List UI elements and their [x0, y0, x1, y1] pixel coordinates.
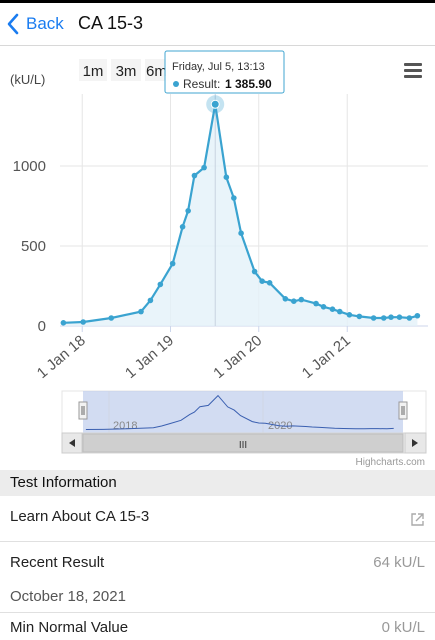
data-point[interactable]: [388, 314, 394, 321]
data-point[interactable]: [329, 306, 336, 313]
range-button-1m[interactable]: [79, 59, 107, 81]
data-point[interactable]: [201, 164, 207, 171]
data-point[interactable]: [406, 315, 413, 321]
data-point[interactable]: [169, 260, 176, 267]
navigator-handle-right[interactable]: [398, 401, 408, 420]
range-selector: 1m 3m 6m: [79, 59, 169, 81]
tooltip-date: Friday, Jul 5, 13:13: [172, 61, 265, 73]
data-point[interactable]: [80, 319, 87, 325]
min-normal-label: Min Normal Value: [10, 619, 129, 636]
series-area: [63, 104, 418, 326]
data-point[interactable]: [251, 268, 258, 275]
data-point[interactable]: [238, 230, 244, 236]
back-button[interactable]: Back: [6, 11, 64, 37]
data-point[interactable]: [191, 172, 198, 179]
chart-scrollbar[interactable]: III: [61, 432, 427, 454]
external-link-icon: [411, 513, 424, 526]
x-tick-label: 1 Jan 18: [34, 332, 89, 382]
data-point[interactable]: [414, 312, 421, 319]
data-point[interactable]: [108, 315, 115, 321]
recent-result-row: Recent Result 64 kU/L: [0, 542, 435, 582]
min-normal-value: 0 kU/L: [381, 619, 425, 636]
data-point[interactable]: [370, 315, 377, 321]
row-divider: [0, 612, 435, 613]
y-tick-label: 1000: [13, 158, 46, 175]
navigator-selection[interactable]: [83, 391, 403, 433]
page-title: CA 15-3: [78, 13, 144, 33]
chart-container: (kU/L) 1m 3m 6m 0 500 1000 1 Jan 18 1 Jan 1…: [0, 46, 435, 470]
hamburger-menu-icon[interactable]: [404, 63, 422, 78]
series-layer: [60, 94, 421, 326]
app-header: Back CA 15-3: [0, 3, 435, 46]
scroll-left-icon: [69, 439, 75, 447]
scroll-thumb[interactable]: [82, 433, 404, 453]
x-tick-label: 1 Jan 20: [210, 332, 265, 382]
data-point[interactable]: [60, 320, 67, 326]
data-point[interactable]: [356, 313, 363, 320]
y-unit-label: (kU/L): [10, 72, 45, 87]
recent-result-date: October 18, 2021: [10, 588, 126, 605]
data-point[interactable]: [185, 208, 191, 214]
section-title: Test Information: [10, 474, 117, 491]
x-tick-label: 1 Jan 21: [299, 332, 354, 382]
data-point[interactable]: [298, 296, 305, 303]
scroll-thumb-grip: III: [239, 440, 247, 451]
data-point[interactable]: [259, 278, 265, 284]
x-tick-label: 1 Jan 19: [122, 332, 177, 382]
data-point[interactable]: [320, 304, 327, 310]
y-tick-label: 0: [38, 318, 46, 335]
data-point[interactable]: [282, 296, 289, 302]
data-point[interactable]: [138, 308, 144, 315]
data-point[interactable]: [313, 300, 319, 307]
tooltip-value: 1 385.90: [225, 77, 272, 91]
learn-about-label: Learn About CA 15-3: [10, 508, 150, 525]
tooltip-series-marker: [173, 81, 179, 87]
data-point[interactable]: [147, 297, 154, 304]
row-divider: [0, 541, 435, 542]
chart-tooltip: Friday, Jul 5, 13:13 Result: 1 385.90: [164, 50, 285, 94]
navigator[interactable]: 2018 2020: [61, 390, 427, 434]
tooltip-series-label: Result:: [183, 77, 220, 91]
range-button-6m-label: 6m: [146, 63, 167, 80]
learn-about-row[interactable]: Learn About CA 15-3: [0, 496, 435, 540]
recent-result-label: Recent Result: [10, 554, 105, 571]
data-point[interactable]: [291, 298, 297, 304]
hovered-data-point[interactable]: [210, 99, 220, 109]
navigator-handle-left[interactable]: [78, 401, 88, 420]
data-point[interactable]: [396, 314, 403, 321]
data-point[interactable]: [223, 174, 230, 180]
data-point[interactable]: [336, 308, 343, 315]
navigator-label-2018: 2018: [113, 420, 137, 432]
data-point[interactable]: [157, 281, 164, 288]
data-point[interactable]: [380, 315, 387, 321]
recent-result-value: 64 kU/L: [373, 554, 425, 571]
back-label: Back: [26, 14, 64, 33]
range-button-6m[interactable]: [145, 59, 169, 81]
x-axis-labels: 1 Jan 18 1 Jan 19 1 Jan 20 1 Jan 21: [34, 332, 354, 382]
scroll-right-icon: [412, 439, 418, 447]
data-point[interactable]: [179, 224, 186, 230]
range-button-3m-label: 3m: [116, 63, 137, 80]
range-button-3m[interactable]: [111, 59, 141, 81]
status-bar-strip: [0, 0, 435, 3]
navigator-series-line: [85, 394, 394, 430]
data-point[interactable]: [266, 280, 273, 286]
data-point[interactable]: [231, 195, 237, 201]
data-point[interactable]: [346, 312, 353, 318]
y-tick-label: 500: [21, 238, 46, 255]
chevron-left-icon: [7, 13, 19, 35]
y-axis-labels: 0 500 1000: [13, 158, 46, 335]
recent-result-date-row: October 18, 2021: [0, 582, 435, 612]
highcharts-credits[interactable]: Highcharts.com: [356, 457, 425, 468]
test-information-header: Test Information: [0, 470, 435, 496]
range-button-1m-label: 1m: [83, 63, 104, 80]
min-normal-row: Min Normal Value 0 kU/L: [0, 613, 435, 640]
